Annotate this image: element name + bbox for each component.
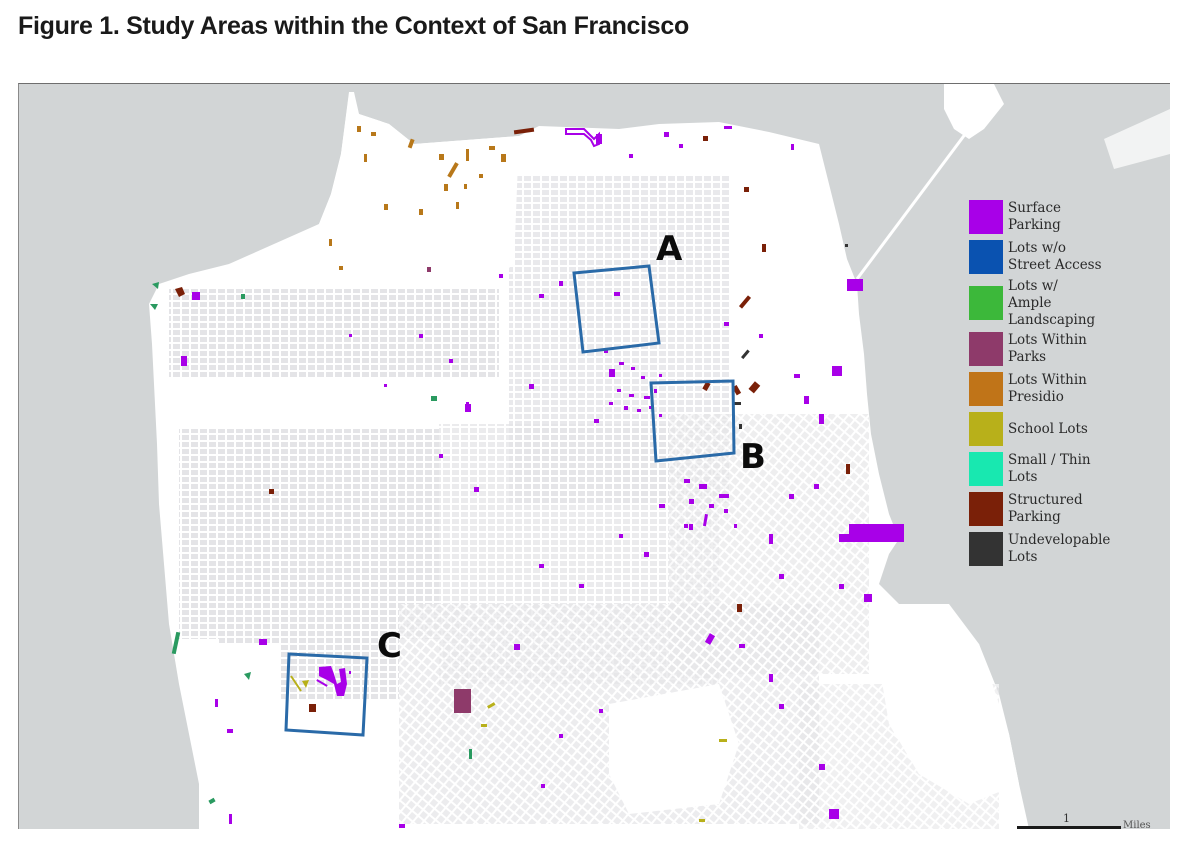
- legend-swatch-within-presidio: [969, 372, 1003, 406]
- legend-label: Undevelopable Lots: [1008, 532, 1111, 565]
- legend-label: Lots w/ Ample Landscaping: [1008, 277, 1096, 328]
- legend-item-within-presidio: Lots Within Presidio: [969, 372, 1159, 406]
- street-grid: [164, 94, 1019, 829]
- surface-parking-lots: [181, 126, 904, 828]
- legend-item-undevelopable-lots: Undevelopable Lots: [969, 532, 1159, 566]
- landscaping-lots: [150, 282, 472, 805]
- legend-item-within-parks: Lots Within Parks: [969, 332, 1159, 366]
- scale-value: 1: [1063, 812, 1070, 825]
- study-area-boxes: [284, 264, 736, 737]
- legend-item-school-lots: School Lots: [969, 412, 1159, 446]
- legend-item-structured-parking: Structured Parking: [969, 492, 1159, 526]
- legend-swatch-surface-parking: [969, 200, 1003, 234]
- scale-line: [1017, 826, 1121, 829]
- legend-swatch-school-lots: [969, 412, 1003, 446]
- san-francisco-map[interactable]: [19, 84, 1170, 829]
- legend-swatch-structured-parking: [969, 492, 1003, 526]
- study-area-a-box: [572, 264, 661, 354]
- legend-label: Lots Within Presidio: [1008, 372, 1087, 405]
- scale-unit: Miles: [1123, 820, 1151, 829]
- legend-label: Lots Within Parks: [1008, 332, 1087, 365]
- study-area-label-b: B: [740, 437, 766, 477]
- study-area-label-c: C: [377, 626, 402, 666]
- legend-item-small-thin-lots: Small / Thin Lots: [969, 452, 1159, 486]
- map-legend: Surface Parking Lots w/o Street Access L…: [969, 200, 1159, 572]
- study-area-c-box: [284, 652, 369, 737]
- legend-label: Structured Parking: [1008, 492, 1083, 525]
- legend-item-ample-landscaping: Lots w/ Ample Landscaping: [969, 277, 1159, 328]
- legend-label: Small / Thin Lots: [1008, 452, 1091, 485]
- school-lots: [290, 675, 727, 822]
- study-area-label-a: A: [656, 229, 683, 269]
- park-lots: [427, 267, 471, 713]
- map-frame[interactable]: A B C Surface Parking Lots w/o Street Ac…: [18, 83, 1170, 829]
- legend-swatch-no-street-access: [969, 240, 1003, 274]
- figure-title: Figure 1. Study Areas within the Context…: [18, 12, 689, 40]
- legend-swatch-undevelopable-lots: [969, 532, 1003, 566]
- legend-item-surface-parking: Surface Parking: [969, 200, 1159, 234]
- legend-swatch-within-parks: [969, 332, 1003, 366]
- structured-parking-lots: [175, 127, 850, 712]
- scale-bar: 1 Miles: [1017, 812, 1167, 829]
- undevelopable-lots: [732, 244, 848, 429]
- legend-label: Lots w/o Street Access: [1008, 240, 1102, 273]
- legend-label: School Lots: [1008, 420, 1088, 437]
- presidio-lots: [329, 126, 506, 270]
- legend-swatch-ample-landscaping: [969, 286, 1003, 320]
- study-area-b-box: [649, 379, 736, 463]
- legend-item-no-street-access: Lots w/o Street Access: [969, 240, 1159, 274]
- legend-swatch-small-thin-lots: [969, 452, 1003, 486]
- legend-label: Surface Parking: [1008, 200, 1061, 233]
